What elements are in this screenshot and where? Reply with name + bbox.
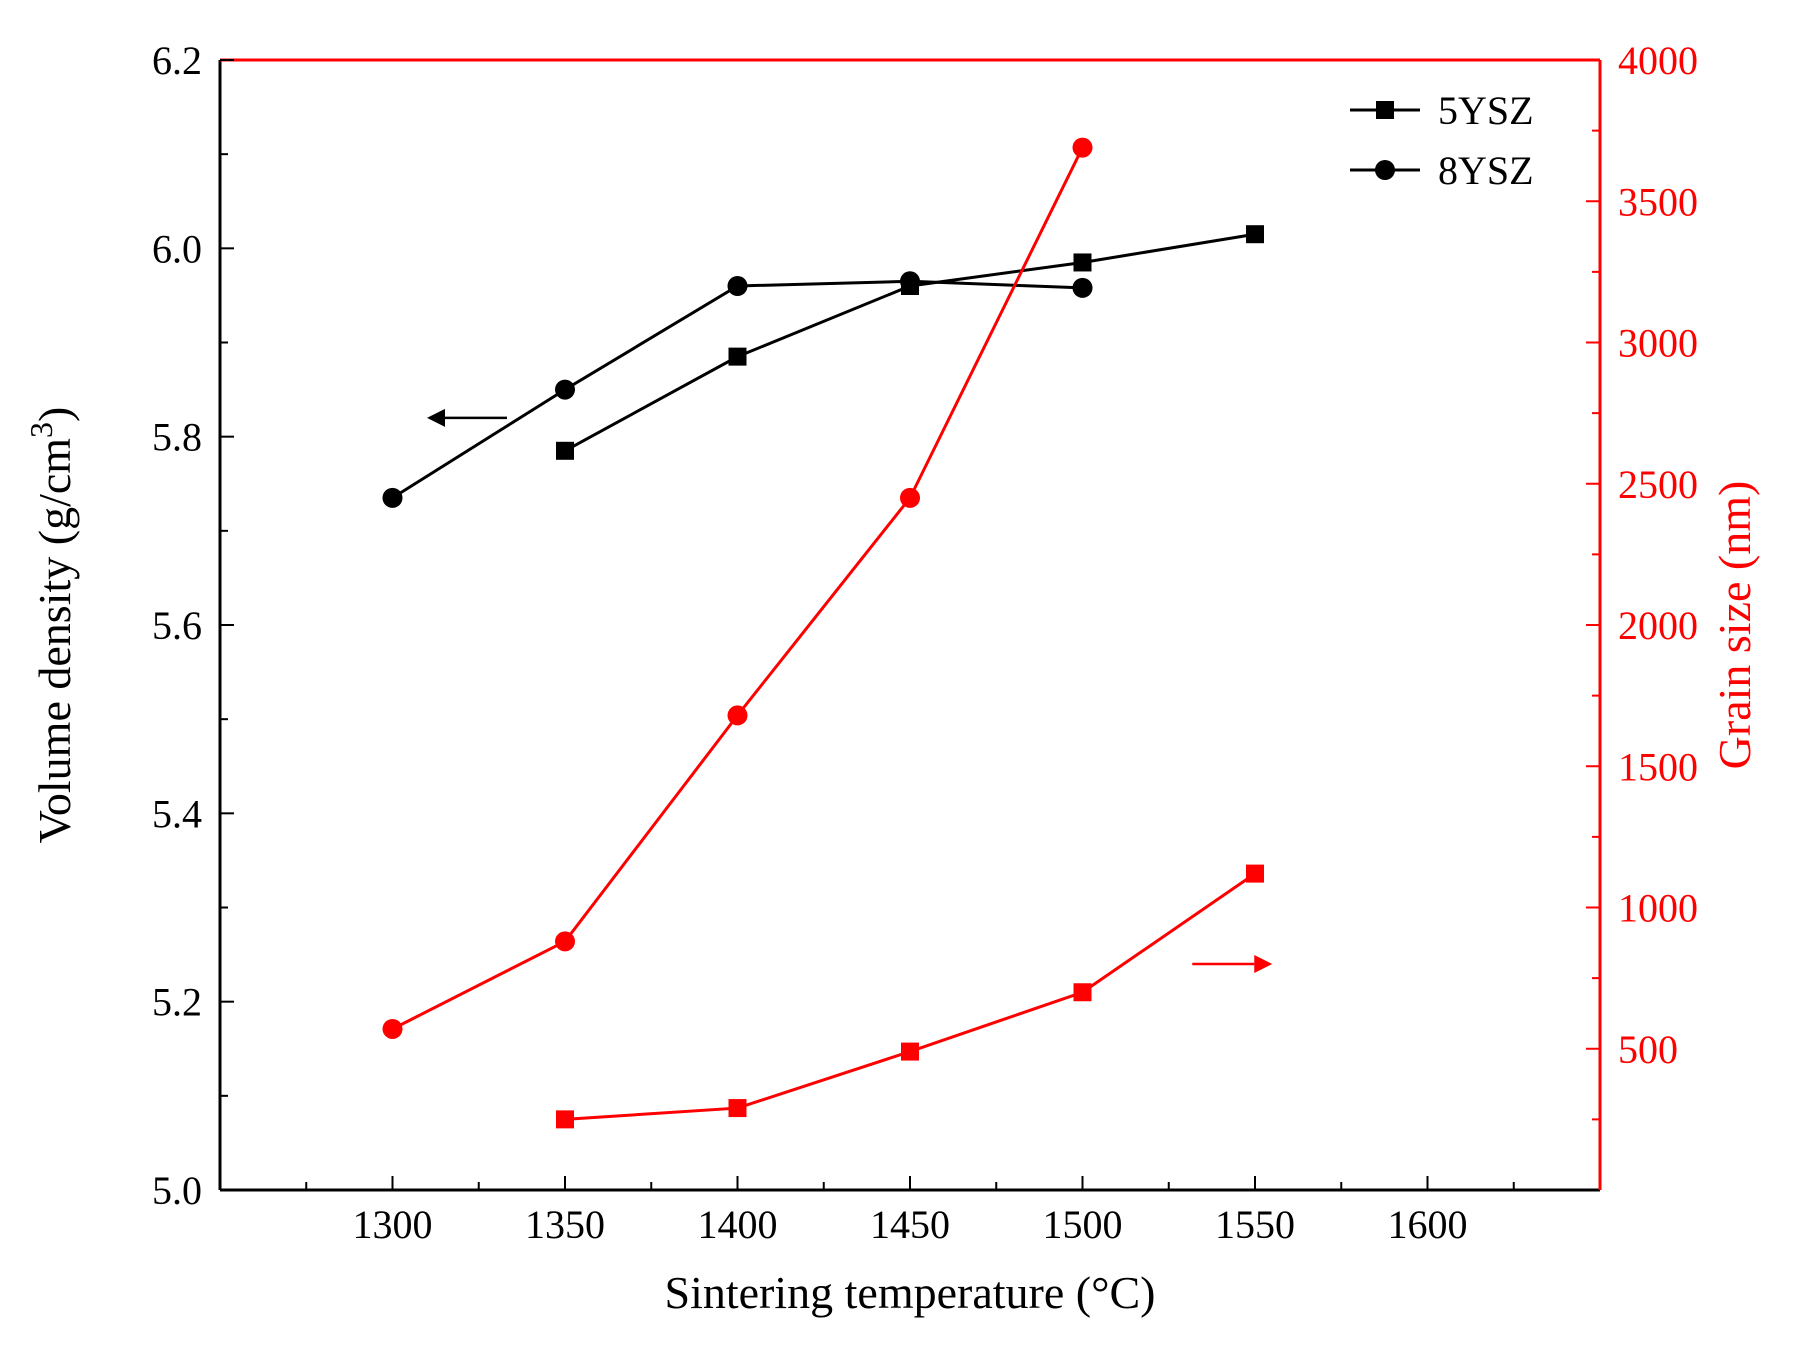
series-marker-density_5ysz [1074,253,1092,271]
y-left-tick-label: 6.2 [152,38,202,83]
y-right-tick-label: 1500 [1618,744,1698,789]
y-left-tick-label: 6.0 [152,226,202,271]
series-marker-grain_5ysz [556,1110,574,1128]
left-arrow-head [427,409,445,427]
x-tick-label: 1400 [698,1202,778,1247]
series-marker-grain_8ysz [900,488,920,508]
series-marker-grain_8ysz [383,1019,403,1039]
series-marker-density_8ysz [900,271,920,291]
y-right-tick-label: 500 [1618,1027,1678,1072]
chart-container: 1300 1350 1400 1450 1500 1550 1600 Sintering te… [0,0,1797,1357]
series-marker-density_5ysz [729,348,747,366]
series-marker-density_5ysz [1246,225,1264,243]
x-axis-label: Sintering temperature (°C) [664,1267,1155,1318]
y-right-tick-label: 3500 [1618,179,1698,224]
y-left-tick-label: 5.2 [152,980,202,1025]
legend-label: 5YSZ [1438,88,1534,133]
series-marker-grain_8ysz [728,705,748,725]
legend-marker [1375,160,1395,180]
x-tick-label: 1550 [1215,1202,1295,1247]
y-left-tick-label: 5.6 [152,603,202,648]
y-right-axis-label: Grain size (nm) [1709,481,1760,770]
x-tick-label: 1350 [525,1202,605,1247]
series-line-density_5ysz [565,234,1255,451]
series-marker-grain_5ysz [1074,983,1092,1001]
y-right-tick-label: 2500 [1618,462,1698,507]
legend-marker [1376,101,1394,119]
series-marker-grain_8ysz [1073,138,1093,158]
series-marker-grain_5ysz [729,1099,747,1117]
y-left-axis-label: Volume density (g/cm3) [23,407,80,844]
y-left-tick-label: 5.0 [152,1168,202,1213]
series-marker-density_5ysz [556,442,574,460]
y-right-tick-label: 1000 [1618,886,1698,931]
series-marker-grain_5ysz [901,1043,919,1061]
y-left-tick-label: 5.4 [152,791,202,836]
y-right-tick-label: 4000 [1618,38,1698,83]
x-tick-label: 1600 [1388,1202,1468,1247]
series-marker-density_8ysz [728,276,748,296]
y-right-tick-label: 2000 [1618,603,1698,648]
right-arrow-head [1254,955,1272,973]
series-line-grain_5ysz [565,874,1255,1120]
series-marker-grain_8ysz [555,931,575,951]
y-left-tick-label: 5.8 [152,415,202,460]
x-tick-label: 1500 [1043,1202,1123,1247]
series-line-density_8ysz [393,281,1083,498]
x-tick-label: 1300 [353,1202,433,1247]
series-marker-density_8ysz [383,488,403,508]
x-tick-label: 1450 [870,1202,950,1247]
series-marker-density_8ysz [555,380,575,400]
series-marker-density_8ysz [1073,278,1093,298]
dual-axis-line-chart: 1300 1350 1400 1450 1500 1550 1600 Sintering te… [0,0,1797,1357]
legend-label: 8YSZ [1438,148,1534,193]
series-marker-grain_5ysz [1246,865,1264,883]
y-right-tick-label: 3000 [1618,321,1698,366]
